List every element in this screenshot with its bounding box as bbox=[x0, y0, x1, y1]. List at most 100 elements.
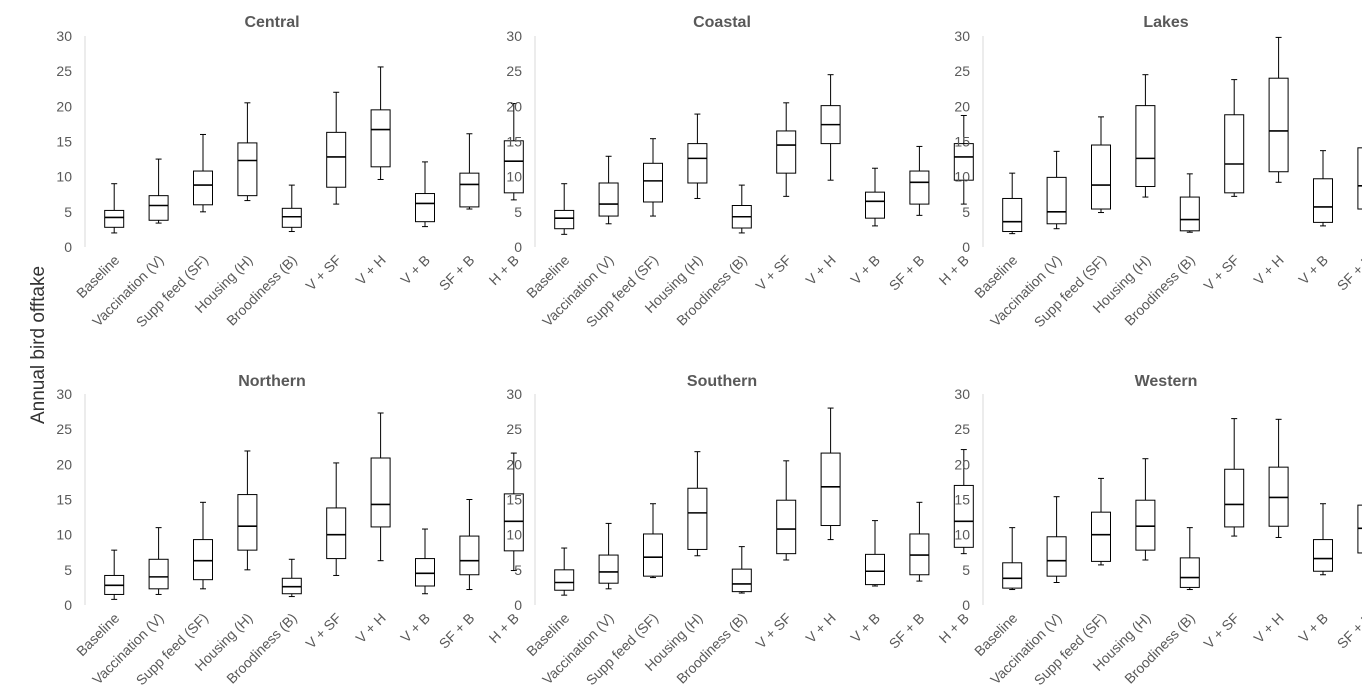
box-9 bbox=[953, 114, 974, 205]
y-tick-label: 0 bbox=[514, 597, 522, 613]
box-4 bbox=[731, 184, 752, 234]
y-tick-label: 5 bbox=[962, 562, 970, 578]
box-2 bbox=[193, 501, 213, 590]
y-tick-label: 10 bbox=[954, 527, 970, 543]
y-tick-label: 5 bbox=[64, 204, 72, 220]
y-tick-label: 30 bbox=[506, 386, 522, 402]
box-iqr bbox=[503, 140, 524, 194]
box-5 bbox=[776, 102, 797, 197]
box-1 bbox=[1046, 496, 1067, 583]
category-label: H + B bbox=[486, 252, 522, 288]
panel-southern: Southern051015202530BaselineVaccination … bbox=[506, 373, 974, 688]
box-iqr bbox=[1091, 144, 1111, 210]
y-tick-label: 10 bbox=[506, 527, 522, 543]
box-2 bbox=[193, 133, 213, 213]
category-label: SF + B bbox=[1334, 252, 1362, 294]
y-tick-label: 30 bbox=[954, 28, 970, 44]
box-iqr bbox=[1002, 562, 1023, 589]
box-5 bbox=[326, 91, 347, 205]
box-6 bbox=[370, 66, 391, 180]
panel-title: Southern bbox=[687, 373, 757, 390]
box-iqr bbox=[865, 553, 885, 586]
panel-title: Lakes bbox=[1143, 14, 1188, 31]
y-tick-label: 25 bbox=[506, 63, 522, 79]
category-label: V + SF bbox=[1200, 252, 1242, 294]
box-iqr bbox=[865, 191, 885, 219]
category-label: V + B bbox=[397, 610, 433, 646]
box-iqr bbox=[415, 558, 435, 587]
y-tick-label: 20 bbox=[954, 456, 970, 472]
box-2 bbox=[1091, 477, 1111, 566]
box-iqr bbox=[1357, 147, 1362, 210]
box-5 bbox=[1224, 79, 1245, 197]
box-8 bbox=[909, 145, 930, 216]
category-label: V + H bbox=[352, 610, 388, 646]
y-tick-label: 15 bbox=[56, 134, 72, 150]
y-tick-label: 10 bbox=[506, 169, 522, 185]
box-iqr bbox=[687, 143, 708, 184]
category-label: V + B bbox=[1295, 252, 1331, 288]
box-iqr bbox=[598, 554, 619, 584]
y-tick-label: 25 bbox=[56, 421, 72, 437]
box-4 bbox=[281, 558, 302, 598]
y-tick-label: 0 bbox=[962, 239, 970, 255]
box-iqr bbox=[1224, 468, 1245, 528]
box-iqr bbox=[104, 209, 125, 228]
box-6 bbox=[1268, 36, 1289, 183]
box-iqr bbox=[1046, 536, 1067, 577]
box-iqr bbox=[598, 182, 619, 217]
box-3 bbox=[237, 102, 258, 202]
box-7 bbox=[1313, 150, 1333, 227]
box-iqr bbox=[148, 195, 169, 221]
panel-title: Coastal bbox=[693, 14, 751, 31]
box-3 bbox=[687, 451, 708, 557]
y-tick-label: 5 bbox=[514, 562, 522, 578]
category-label: SF + B bbox=[1334, 610, 1362, 652]
y-tick-label: 20 bbox=[506, 98, 522, 114]
box-iqr bbox=[326, 507, 347, 560]
box-0 bbox=[554, 547, 575, 596]
box-5 bbox=[326, 462, 347, 576]
y-tick-label: 30 bbox=[56, 386, 72, 402]
category-label: SF + B bbox=[886, 252, 928, 294]
box-0 bbox=[554, 183, 575, 235]
y-tick-label: 25 bbox=[954, 63, 970, 79]
box-iqr bbox=[953, 484, 974, 548]
y-tick-label: 25 bbox=[506, 421, 522, 437]
box-1 bbox=[148, 527, 169, 595]
y-tick-label: 25 bbox=[954, 421, 970, 437]
box-iqr bbox=[1313, 539, 1333, 572]
box-5 bbox=[776, 460, 797, 561]
box-iqr bbox=[643, 162, 663, 203]
category-label: V + B bbox=[847, 252, 883, 288]
y-tick-label: 5 bbox=[514, 204, 522, 220]
category-label: V + H bbox=[1250, 610, 1286, 646]
y-tick-label: 5 bbox=[962, 204, 970, 220]
y-tick-label: 15 bbox=[954, 134, 970, 150]
box-7 bbox=[1313, 503, 1333, 576]
box-4 bbox=[1179, 173, 1200, 233]
box-3 bbox=[237, 450, 258, 571]
category-label: V + SF bbox=[1200, 610, 1242, 652]
box-2 bbox=[643, 138, 663, 217]
box-iqr bbox=[1268, 77, 1289, 173]
box-iqr bbox=[459, 172, 480, 208]
box-7 bbox=[415, 528, 435, 595]
box-iqr bbox=[326, 131, 347, 188]
y-tick-label: 10 bbox=[954, 169, 970, 185]
y-tick-label: 0 bbox=[64, 597, 72, 613]
y-tick-label: 25 bbox=[56, 63, 72, 79]
y-tick-label: 15 bbox=[56, 492, 72, 508]
box-1 bbox=[598, 522, 619, 590]
panel-title: Northern bbox=[238, 373, 306, 390]
y-tick-label: 20 bbox=[954, 98, 970, 114]
y-tick-label: 20 bbox=[56, 456, 72, 472]
y-tick-label: 15 bbox=[954, 492, 970, 508]
y-tick-label: 15 bbox=[506, 134, 522, 150]
box-9 bbox=[503, 103, 524, 201]
box-iqr bbox=[459, 535, 480, 576]
box-6 bbox=[820, 74, 841, 181]
